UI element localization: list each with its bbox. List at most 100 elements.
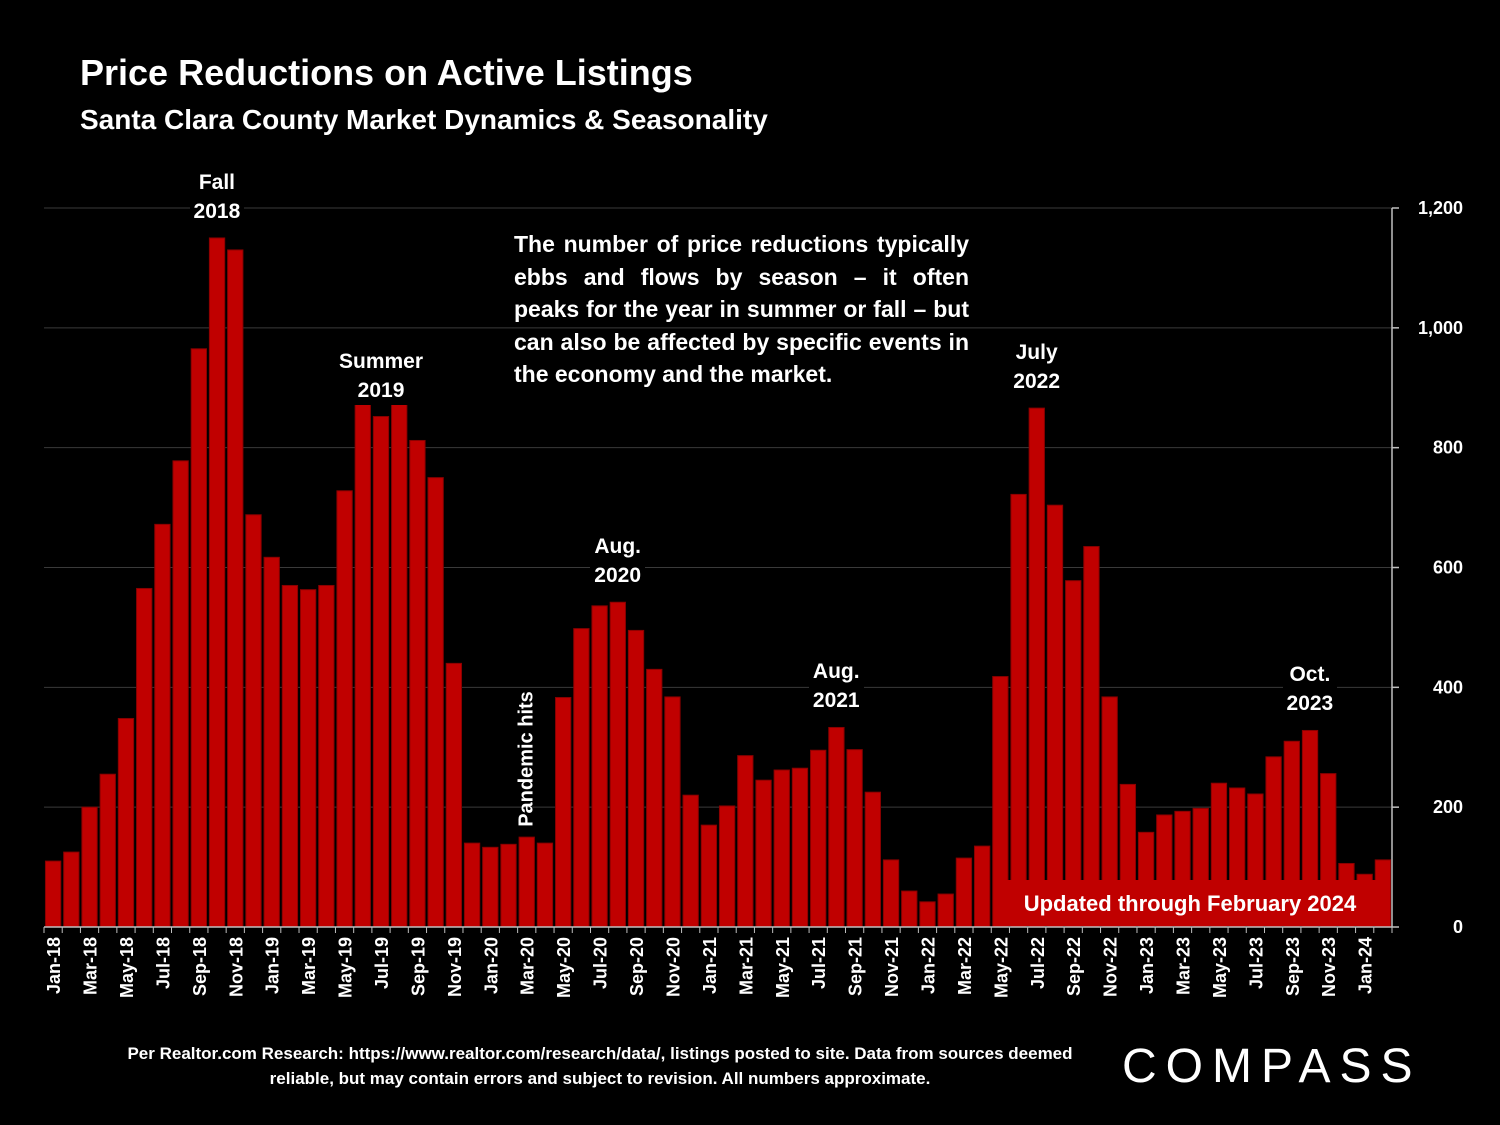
bar-Oct-18 xyxy=(208,237,226,928)
bar-Nov-20 xyxy=(664,696,681,928)
x-tick-label: Jan-22 xyxy=(918,937,938,994)
y-tick-label: 200 xyxy=(1433,797,1463,817)
x-tick-label: May-18 xyxy=(117,937,137,998)
x-tick-label: Sep-18 xyxy=(190,937,210,996)
x-axis-ticks: Jan-18 Mar-18 May-18 Jul-18 Sep-18 Nov-18 Jan-… xyxy=(43,927,1393,998)
x-tick-label: Nov-19 xyxy=(445,937,465,997)
bar-Jun-20 xyxy=(573,628,590,928)
x-tick-label: Jan-19 xyxy=(263,937,283,994)
compass-logo-text: COMPASS xyxy=(1122,1040,1421,1090)
x-tick-label: Sep-20 xyxy=(627,937,647,996)
x-tick-label: Nov-20 xyxy=(663,937,683,997)
bar-Mar-20 xyxy=(518,836,535,928)
x-tick-label: May-20 xyxy=(554,937,574,998)
bar-Feb-22 xyxy=(937,893,954,928)
annotation-Oct-23: Oct. 2023 xyxy=(1282,660,1338,719)
bar-Feb-20 xyxy=(500,843,517,928)
bar-Nov-19 xyxy=(445,662,463,928)
x-tick-label: Sep-21 xyxy=(846,937,866,996)
source-footnote: Per Realtor.com Research: https://www.re… xyxy=(127,1044,1073,1088)
bar-Jul-20 xyxy=(591,605,608,928)
bar-Feb-19 xyxy=(281,584,299,928)
x-tick-label: Jul-22 xyxy=(1028,937,1048,989)
annotation-line: 2019 xyxy=(357,378,405,402)
bar-Sep-20 xyxy=(627,629,645,928)
bar-Jan-20 xyxy=(482,846,499,928)
x-tick-label: Jan-18 xyxy=(44,937,64,994)
x-tick-label: Mar-23 xyxy=(1174,937,1194,995)
bar-Aug-20 xyxy=(609,601,626,928)
bar-Mar-22 xyxy=(955,857,973,928)
bar-Aug-21 xyxy=(828,726,845,928)
bar-Jun-21 xyxy=(791,767,809,928)
bar-Apr-22 xyxy=(973,845,991,928)
bar-Mar-18 xyxy=(81,806,98,928)
bar-Jun-19 xyxy=(354,400,371,928)
x-tick-label: May-19 xyxy=(336,937,356,998)
bar-Apr-19 xyxy=(318,584,335,928)
bar-Apr-21 xyxy=(755,779,772,928)
x-tick-label: Jan-21 xyxy=(700,937,720,994)
x-tick-label: Mar-19 xyxy=(299,937,319,995)
y-tick-label: 400 xyxy=(1433,677,1463,697)
annotation-line: Fall xyxy=(198,170,235,194)
annotation-line: 2020 xyxy=(594,564,642,588)
pandemic-annotation: Pandemic hits xyxy=(515,691,538,827)
annotation-Aug-21: Aug. 2021 xyxy=(808,657,864,716)
x-tick-label: Jul-20 xyxy=(591,937,611,989)
x-tick-label: Mar-21 xyxy=(736,937,756,995)
y-tick-label: 600 xyxy=(1433,558,1463,578)
annotation-line: 2023 xyxy=(1286,692,1334,716)
bar-Jan-18 xyxy=(44,860,62,928)
chart-title: Price Reductions on Active Listings xyxy=(80,52,693,93)
x-tick-label: Jul-23 xyxy=(1246,937,1266,989)
bar-May-20 xyxy=(555,697,572,928)
bar-Dec-21 xyxy=(901,890,918,928)
annotation-line: Oct. xyxy=(1289,663,1331,687)
x-tick-label: May-22 xyxy=(991,937,1011,998)
x-tick-label: Sep-23 xyxy=(1283,937,1303,996)
annotation-Oct-18: Fall 2018 xyxy=(189,167,245,226)
bar-Jun-18 xyxy=(136,587,153,928)
bar-Jun-22 xyxy=(1010,493,1027,928)
x-tick-label: Nov-18 xyxy=(226,937,246,997)
bar-Apr-20 xyxy=(536,842,554,928)
annotation-Aug-20: Aug. 2020 xyxy=(590,532,646,591)
x-tick-label: Jul-18 xyxy=(153,937,173,989)
bar-Mar-19 xyxy=(299,589,317,928)
bar-Sep-22 xyxy=(1065,580,1082,928)
bar-Feb-21 xyxy=(718,805,736,928)
annotation-line: July xyxy=(1015,341,1058,365)
bar-Dec-18 xyxy=(245,514,262,928)
bar-Jul-19 xyxy=(372,416,390,928)
bar-Oct-22 xyxy=(1083,546,1100,928)
bar-Oct-20 xyxy=(646,668,663,928)
bar-Nov-21 xyxy=(882,859,900,928)
x-tick-label: Nov-23 xyxy=(1319,937,1339,997)
x-tick-label: Mar-20 xyxy=(518,937,538,995)
updated-badge: Updated through February 2024 xyxy=(995,880,1385,926)
bar-Jul-22 xyxy=(1028,407,1045,928)
bar-Oct-21 xyxy=(864,791,881,928)
bar-Nov-18 xyxy=(227,249,244,928)
annotation-line: 2018 xyxy=(193,199,241,223)
x-tick-label: Jul-21 xyxy=(809,937,829,989)
bar-Aug-22 xyxy=(1046,504,1064,928)
bar-Jul-18 xyxy=(154,523,171,928)
x-tick-label: May-21 xyxy=(773,937,793,998)
x-tick-label: Sep-19 xyxy=(408,937,428,996)
bar-May-19 xyxy=(336,490,353,928)
bar-Sep-18 xyxy=(190,348,207,928)
annotation-line: Aug. xyxy=(594,535,641,559)
bar-Jan-21 xyxy=(700,824,718,928)
bar-Dec-20 xyxy=(682,794,699,928)
x-tick-label: Jan-24 xyxy=(1356,937,1376,994)
annotation-line: Aug. xyxy=(812,660,860,684)
y-tick-label: 800 xyxy=(1433,438,1463,458)
bar-Mar-21 xyxy=(737,755,754,928)
bar-Jul-21 xyxy=(810,749,827,928)
bar-Sep-19 xyxy=(409,439,426,928)
bar-Apr-18 xyxy=(99,773,116,928)
annotation-Jul-22: July 2022 xyxy=(1009,338,1064,397)
